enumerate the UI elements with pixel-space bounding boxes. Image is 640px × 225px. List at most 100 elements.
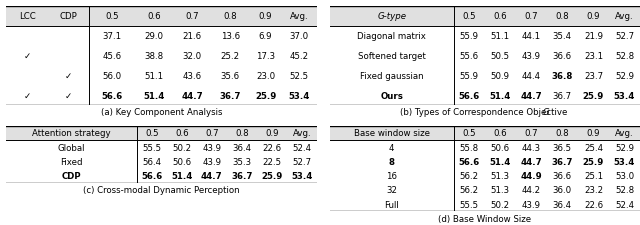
- Text: 0.6: 0.6: [175, 129, 189, 138]
- Text: 55.6: 55.6: [460, 52, 479, 61]
- Text: 0.6: 0.6: [493, 12, 507, 21]
- Text: 0.6: 0.6: [147, 12, 161, 21]
- Text: ✓: ✓: [65, 91, 72, 100]
- Text: 0.6: 0.6: [493, 129, 507, 138]
- Text: 37.1: 37.1: [102, 32, 122, 41]
- Text: G-type: G-type: [377, 12, 406, 21]
- Text: 0.9: 0.9: [587, 12, 600, 21]
- Text: 52.4: 52.4: [615, 200, 634, 209]
- Text: 25.1: 25.1: [584, 171, 603, 180]
- Text: 8: 8: [388, 157, 395, 166]
- Text: 52.7: 52.7: [292, 157, 311, 166]
- Text: 44.7: 44.7: [520, 157, 542, 166]
- Text: 51.4: 51.4: [490, 91, 511, 100]
- Text: 25.4: 25.4: [584, 143, 603, 152]
- Text: 36.4: 36.4: [232, 143, 252, 152]
- Text: 44.4: 44.4: [522, 72, 541, 81]
- Text: 52.7: 52.7: [615, 32, 634, 41]
- Text: 36.0: 36.0: [553, 186, 572, 195]
- Text: Ours: Ours: [380, 91, 403, 100]
- Bar: [6, 126, 317, 140]
- Text: 0.8: 0.8: [223, 12, 237, 21]
- Text: 56.6: 56.6: [459, 157, 480, 166]
- Text: 55.8: 55.8: [460, 143, 479, 152]
- Text: 36.4: 36.4: [553, 200, 572, 209]
- Text: 56.2: 56.2: [460, 171, 479, 180]
- Text: 45.2: 45.2: [290, 52, 309, 61]
- Text: 50.9: 50.9: [491, 72, 510, 81]
- Text: 0.8: 0.8: [556, 129, 569, 138]
- Text: ✓: ✓: [65, 72, 72, 81]
- Text: 0.5: 0.5: [105, 12, 119, 21]
- Text: 35.6: 35.6: [221, 72, 240, 81]
- Text: 22.5: 22.5: [262, 157, 282, 166]
- Text: 13.6: 13.6: [221, 32, 240, 41]
- Text: 36.8: 36.8: [552, 72, 573, 81]
- Text: 0.7: 0.7: [186, 12, 199, 21]
- Text: (d) Base Window Size: (d) Base Window Size: [438, 214, 531, 223]
- Text: 52.9: 52.9: [615, 143, 634, 152]
- Bar: [330, 7, 640, 27]
- Text: 0.7: 0.7: [525, 12, 538, 21]
- Text: 50.6: 50.6: [172, 157, 191, 166]
- Text: 43.9: 43.9: [202, 143, 221, 152]
- Text: 56.0: 56.0: [102, 72, 122, 81]
- Text: 53.0: 53.0: [615, 171, 634, 180]
- Text: 0.8: 0.8: [556, 12, 569, 21]
- Text: 44.7: 44.7: [201, 171, 223, 180]
- Text: 43.9: 43.9: [202, 157, 221, 166]
- Text: 50.6: 50.6: [491, 143, 510, 152]
- Text: 52.8: 52.8: [615, 52, 634, 61]
- Text: 52.5: 52.5: [290, 72, 309, 81]
- Text: 43.9: 43.9: [522, 200, 541, 209]
- Text: 43.9: 43.9: [522, 52, 541, 61]
- Text: 45.6: 45.6: [102, 52, 122, 61]
- Text: CDP: CDP: [62, 171, 81, 180]
- Text: 38.8: 38.8: [145, 52, 164, 61]
- Text: 32.0: 32.0: [183, 52, 202, 61]
- Text: ✓: ✓: [24, 52, 31, 61]
- Text: (b) Types of Correspondence Objective: (b) Types of Correspondence Objective: [400, 108, 570, 117]
- Text: 53.4: 53.4: [291, 171, 312, 180]
- Text: 53.4: 53.4: [289, 91, 310, 100]
- Text: 56.6: 56.6: [101, 91, 123, 100]
- Text: 56.6: 56.6: [141, 171, 163, 180]
- Text: Attention strategy: Attention strategy: [32, 129, 111, 138]
- Text: Fixed gaussian: Fixed gaussian: [360, 72, 424, 81]
- Text: 51.3: 51.3: [491, 186, 510, 195]
- Text: 23.0: 23.0: [256, 72, 275, 81]
- Text: 22.6: 22.6: [262, 143, 282, 152]
- Text: 51.4: 51.4: [143, 91, 165, 100]
- Text: 16: 16: [386, 171, 397, 180]
- Text: G: G: [542, 108, 549, 117]
- Text: 35.4: 35.4: [553, 32, 572, 41]
- Text: 44.3: 44.3: [522, 143, 541, 152]
- Text: 44.7: 44.7: [520, 91, 542, 100]
- Text: 56.4: 56.4: [142, 157, 161, 166]
- Text: LCC: LCC: [19, 12, 36, 21]
- Text: 0.9: 0.9: [259, 12, 273, 21]
- Text: Full: Full: [384, 200, 399, 209]
- Text: 36.7: 36.7: [231, 171, 253, 180]
- Text: (a) Key Component Analysis: (a) Key Component Analysis: [101, 108, 222, 117]
- Text: 50.2: 50.2: [172, 143, 191, 152]
- Bar: [330, 126, 640, 140]
- Text: Avg.: Avg.: [290, 12, 308, 21]
- Text: 56.2: 56.2: [460, 186, 479, 195]
- Text: 0.9: 0.9: [587, 129, 600, 138]
- Text: 25.9: 25.9: [583, 91, 604, 100]
- Text: 50.5: 50.5: [491, 52, 510, 61]
- Text: 22.6: 22.6: [584, 200, 603, 209]
- Text: 36.5: 36.5: [553, 143, 572, 152]
- Text: Diagonal matrix: Diagonal matrix: [357, 32, 426, 41]
- Text: Avg.: Avg.: [292, 129, 311, 138]
- Text: 17.3: 17.3: [256, 52, 275, 61]
- Text: 6.9: 6.9: [259, 32, 273, 41]
- Text: 0.5: 0.5: [463, 129, 476, 138]
- Text: 0.7: 0.7: [525, 129, 538, 138]
- Text: 32: 32: [386, 186, 397, 195]
- Text: 53.4: 53.4: [614, 91, 635, 100]
- Text: 23.1: 23.1: [584, 52, 603, 61]
- Text: 25.9: 25.9: [255, 91, 276, 100]
- Text: 44.7: 44.7: [182, 91, 204, 100]
